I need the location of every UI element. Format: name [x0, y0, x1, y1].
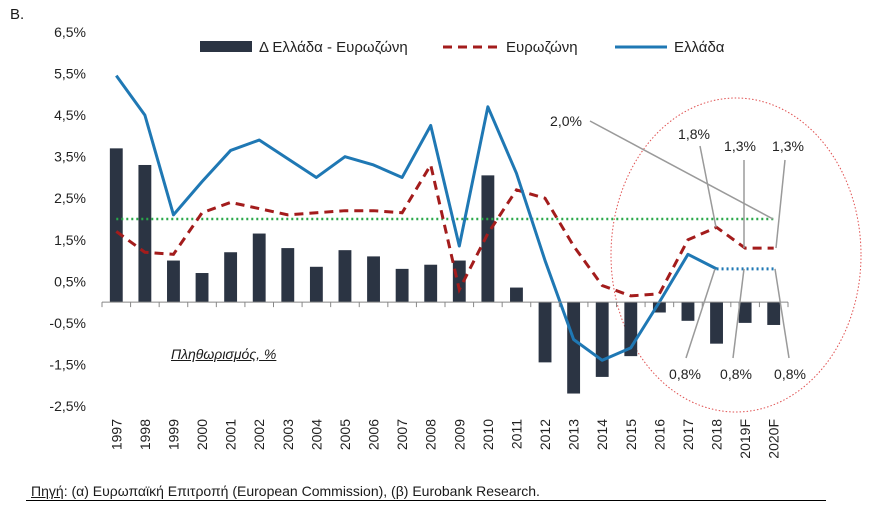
- bar-2017: [681, 302, 695, 321]
- annotation-label: 0,8%: [774, 366, 806, 382]
- y-tick-label: 6,5%: [54, 24, 86, 40]
- x-tick-label: 1998: [137, 419, 153, 450]
- annotation-leader: [775, 159, 786, 249]
- bar-2020F: [767, 302, 781, 325]
- legend-label-diff: Δ Ελλάδα - Ευρωζώνη: [259, 39, 408, 56]
- bar-2018: [710, 302, 723, 344]
- x-tick-label: 2004: [308, 419, 324, 450]
- x-tick-label: 2005: [337, 419, 353, 450]
- highlight-ellipse: [610, 97, 862, 413]
- y-tick-label: -2,5%: [49, 398, 86, 414]
- y-tick-label: 2,5%: [54, 190, 86, 206]
- x-tick-label: 2001: [223, 419, 239, 450]
- eurozone-line: [115, 161, 774, 298]
- source-label: Πηγή: [31, 483, 64, 499]
- x-tick-label: 2000: [194, 419, 210, 450]
- annotation-leader: [699, 145, 717, 228]
- x-tick-label: 2018: [709, 419, 725, 450]
- x-tick-label: 2012: [537, 419, 553, 450]
- annotation-leader: [685, 268, 716, 359]
- x-tick-label: 2017: [680, 419, 696, 450]
- greece-line: [115, 74, 718, 362]
- annotation-label: 1,8%: [678, 126, 710, 142]
- bar-2012: [538, 302, 552, 363]
- bar-2001: [224, 252, 238, 303]
- y-tick-label: -0,5%: [49, 315, 86, 331]
- y-tick-label: -1,5%: [49, 356, 86, 372]
- x-tick-label: 2006: [366, 419, 382, 450]
- bar-2008: [424, 264, 438, 303]
- legend-label-greece: Ελλάδα: [674, 39, 725, 56]
- bar-1997: [109, 148, 123, 303]
- annotation-leader: [774, 268, 790, 359]
- x-tick-label: 2002: [251, 419, 267, 450]
- annotation-leader: [589, 120, 774, 220]
- x-tick-label: 2011: [508, 419, 524, 449]
- annotation-label: 0,8%: [720, 366, 752, 382]
- source-text: : (α) Ευρωπαϊκή Επιτροπή (European Commi…: [63, 483, 540, 499]
- x-tick-label: 2003: [280, 419, 296, 450]
- x-tick-label: 1999: [165, 419, 181, 450]
- annotation-label: 2,0%: [550, 113, 582, 129]
- x-tick-label: 2016: [651, 419, 667, 450]
- x-tick-label: 2009: [451, 419, 467, 450]
- bar-2004: [309, 266, 323, 303]
- bar-2011: [510, 287, 523, 303]
- annotation-leader: [732, 268, 745, 359]
- bar-2005: [338, 250, 352, 303]
- bar-2019F: [738, 302, 752, 323]
- legend-label-eurozone: Ευρωζώνη: [506, 39, 578, 56]
- bar-1998: [138, 164, 152, 303]
- x-tick-label: 2014: [594, 419, 610, 450]
- y-tick-label: 4,5%: [54, 107, 86, 123]
- legend-swatch-bar: [200, 41, 252, 52]
- annotation-label: 1,3%: [724, 138, 756, 154]
- bar-2003: [281, 248, 295, 303]
- x-tick-label: 2013: [566, 419, 582, 450]
- bar-2006: [367, 256, 380, 303]
- x-tick-label: 2015: [623, 419, 639, 450]
- y-tick-label: 3,5%: [54, 149, 86, 165]
- bar-2016: [652, 302, 666, 313]
- x-tick-label: 2019F: [737, 419, 753, 459]
- bar-2014: [595, 302, 609, 377]
- y-tick-label: 1,5%: [54, 232, 86, 248]
- x-tick-label: 2007: [394, 419, 410, 450]
- bar-2002: [252, 233, 266, 303]
- x-tick-label: 2020F: [766, 419, 782, 459]
- y-tick-label: 5,5%: [54, 66, 86, 82]
- source-note: Πηγή: (α) Ευρωπαϊκή Επιτροπή (European C…: [31, 483, 540, 499]
- bar-2013: [567, 302, 581, 394]
- bar-2010: [481, 175, 495, 303]
- chart-inner-label: Πληθωρισμός, %: [171, 346, 277, 362]
- annotation-label: 0,8%: [669, 366, 701, 382]
- bar-2007: [395, 268, 409, 303]
- x-tick-label: 1997: [108, 419, 124, 450]
- y-tick-label: 0,5%: [54, 273, 86, 289]
- x-tick-label: 2008: [423, 419, 439, 450]
- annotation-label: 1,3%: [772, 138, 804, 154]
- bar-2000: [195, 273, 209, 303]
- bar-1999: [167, 260, 180, 303]
- x-tick-label: 2010: [480, 419, 496, 450]
- source-rule: [26, 500, 826, 501]
- panel-label: B.: [10, 6, 25, 23]
